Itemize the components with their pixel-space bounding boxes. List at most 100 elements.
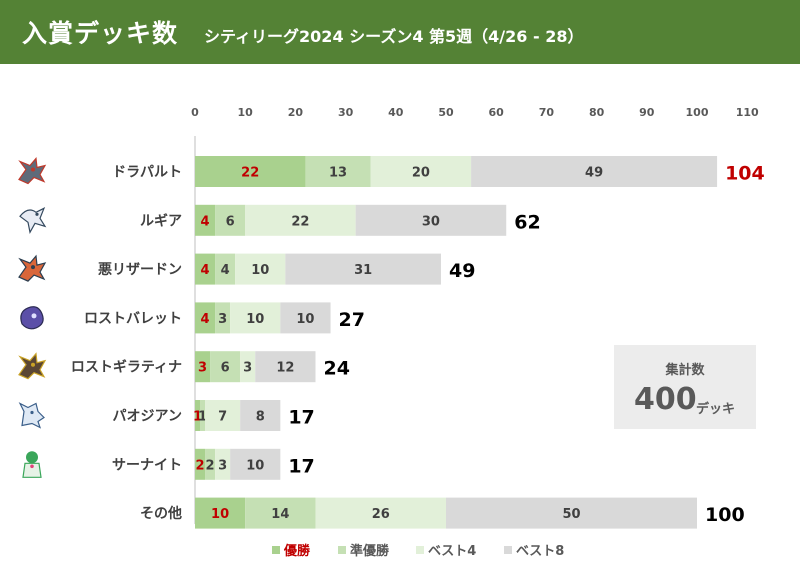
bar-segment	[230, 448, 281, 480]
bar-value-label: 2	[195, 458, 204, 473]
x-tick-label: 110	[736, 106, 759, 119]
category-label: サーナイト	[112, 457, 182, 473]
legend-swatch	[272, 546, 280, 554]
bar-value-label: 4	[201, 263, 210, 278]
gardevoir-icon	[22, 451, 42, 478]
legend-label: ベスト8	[516, 544, 564, 559]
x-tick-label: 10	[238, 106, 254, 119]
bar-total-label: 104	[725, 163, 765, 185]
bar-value-label: 4	[201, 214, 210, 229]
bar-segment	[355, 204, 507, 236]
x-tick-label: 50	[438, 106, 454, 119]
bar-value-label: 49	[585, 166, 603, 181]
bar-segment	[280, 302, 331, 334]
bar-segment	[200, 400, 206, 431]
category-label: ルギア	[140, 212, 182, 229]
charizard-icon	[18, 254, 47, 282]
bar-value-label: 10	[251, 263, 269, 278]
bar-segment	[215, 204, 246, 236]
summary-unit: デッキ	[696, 402, 736, 417]
bar-segment	[245, 497, 316, 529]
category-label: ロストバレット	[84, 311, 182, 327]
bar-value-label: 10	[246, 312, 264, 327]
bar-total-label: 100	[705, 504, 745, 526]
bar-segment	[230, 302, 281, 334]
bar-segment	[315, 497, 446, 529]
bar-segment	[210, 351, 241, 383]
bar-value-label: 3	[218, 458, 227, 473]
bar-value-label: 4	[201, 312, 210, 327]
bar-segment	[205, 448, 216, 480]
bar-value-label: 14	[271, 507, 289, 522]
lost-box-icon	[20, 306, 44, 330]
bar-segment	[471, 156, 718, 187]
bar-value-label: 10	[296, 312, 314, 327]
x-tick-label: 80	[589, 106, 605, 119]
summary-value: 400	[634, 382, 697, 417]
legend-label: 優勝	[283, 543, 311, 559]
bar-segment	[285, 253, 441, 285]
category-label: パオジアン	[113, 409, 182, 425]
bar-value-label: 1	[193, 410, 202, 425]
chien-pao-icon	[18, 402, 45, 429]
bar-value-label: 30	[422, 214, 440, 229]
bar-value-label: 6	[226, 214, 235, 229]
bar-segment	[195, 351, 211, 383]
bar-segment	[235, 253, 286, 285]
summary-label: 集計数	[665, 363, 705, 378]
bar-segment	[255, 351, 316, 383]
bar-value-label: 13	[329, 166, 347, 181]
legend-label: ベスト4	[428, 544, 476, 559]
bar-value-label: 7	[218, 410, 227, 425]
bar-total-label: 24	[323, 358, 349, 380]
bar-segment	[446, 497, 697, 529]
bar-segment	[240, 400, 281, 431]
legend-label: 準優勝	[350, 543, 390, 559]
bar-value-label: 31	[354, 263, 372, 278]
bar-value-label: 10	[211, 507, 229, 522]
header-banner: 入賞デッキ数 シティリーグ2024 シーズン4 第5週（4/26 - 28）	[0, 0, 800, 64]
dragapult-icon	[18, 157, 47, 185]
summary-box: 集計数 400 デッキ	[614, 345, 756, 429]
bar-segment	[215, 448, 231, 480]
bar-segment	[195, 204, 216, 236]
category-label: ロストギラティナ	[71, 359, 182, 376]
bar-value-label: 12	[276, 361, 294, 376]
bar-total-label: 27	[339, 309, 365, 331]
bar-value-label: 20	[412, 166, 430, 181]
page-subtitle: シティリーグ2024 シーズン4 第5週（4/26 - 28）	[204, 27, 584, 46]
x-tick-label: 20	[288, 106, 304, 119]
x-tick-label: 60	[489, 106, 505, 119]
legend-swatch	[338, 546, 346, 554]
bar-value-label: 3	[218, 312, 227, 327]
bar-value-label: 8	[256, 410, 265, 425]
bar-segment	[245, 204, 356, 236]
legend-swatch	[416, 546, 424, 554]
category-label: その他	[140, 505, 182, 522]
legend-swatch	[504, 546, 512, 554]
page-title: 入賞デッキ数	[22, 19, 179, 48]
bar-value-label: 26	[372, 507, 390, 522]
category-label: ドラパルト	[112, 165, 182, 181]
x-tick-label: 90	[639, 106, 655, 119]
bar-value-label: 1	[198, 410, 207, 425]
bar-total-label: 17	[288, 407, 314, 429]
bar-segment	[195, 448, 206, 480]
bar-segment	[240, 351, 256, 383]
bar-segment	[215, 302, 231, 334]
bar-segment	[370, 156, 472, 187]
x-tick-label: 0	[191, 106, 199, 119]
lugia-icon	[19, 207, 47, 235]
bar-value-label: 50	[562, 507, 580, 522]
bar-value-label: 3	[198, 361, 207, 376]
x-tick-label: 100	[686, 106, 709, 119]
bar-segment	[205, 400, 241, 431]
bar-value-label: 10	[246, 458, 264, 473]
bar-value-label: 2	[206, 458, 215, 473]
giratina-icon	[18, 352, 47, 380]
category-label: 悪リザードン	[98, 262, 182, 278]
bar-total-label: 49	[449, 260, 475, 282]
x-tick-label: 70	[539, 106, 555, 119]
bar-value-label: 4	[221, 263, 230, 278]
